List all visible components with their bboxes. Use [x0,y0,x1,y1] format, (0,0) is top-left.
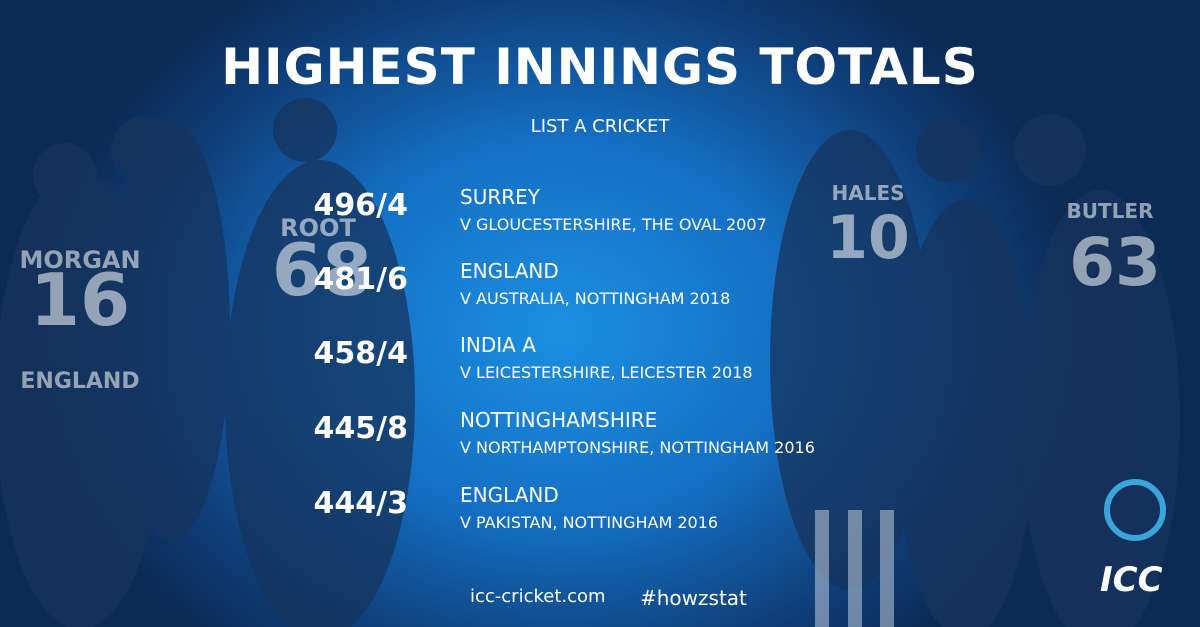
logo: ICC [1100,560,1163,600]
jersey-text: MORGAN [19,246,140,274]
subtitle: LIST A CRICKET [530,116,670,137]
jersey-text: 63 [1069,224,1161,301]
jersey-text: HALES [831,181,904,205]
website: icc-cricket.com [470,586,606,607]
jersey-text: ENGLAND [20,369,139,394]
match-detail: V GLOUCESTERSHIRE, THE OVAL 2007 [460,215,767,234]
score: 481/6 [313,262,408,297]
score: 496/4 [313,188,408,223]
match-detail: V NORTHAMPTONSHIRE, NOTTINGHAM 2016 [460,438,815,457]
jersey-text: 10 [826,203,910,273]
hashtag: #howzstat [640,586,747,610]
jersey-text: BUTLER [1067,199,1154,223]
score: 444/3 [313,486,408,521]
match-detail: V LEICESTERSHIRE, LEICESTER 2018 [460,363,753,382]
team-name: ENGLAND [460,483,559,507]
team-name: NOTTINGHAMSHIRE [460,408,658,432]
title: HIGHEST INNINGS TOTALS [221,38,979,96]
match-detail: V PAKISTAN, NOTTINGHAM 2016 [460,513,719,532]
team-name: INDIA A [460,333,536,357]
jersey-text: ROOT [280,214,356,242]
score: 458/4 [313,336,408,371]
jersey-text: 68 [272,228,372,312]
match-detail: V AUSTRALIA, NOTTINGHAM 2018 [460,289,731,308]
team-name: SURREY [460,185,540,209]
score: 445/8 [313,411,408,446]
team-name: ENGLAND [460,259,559,283]
jersey-text: 16 [30,258,130,342]
